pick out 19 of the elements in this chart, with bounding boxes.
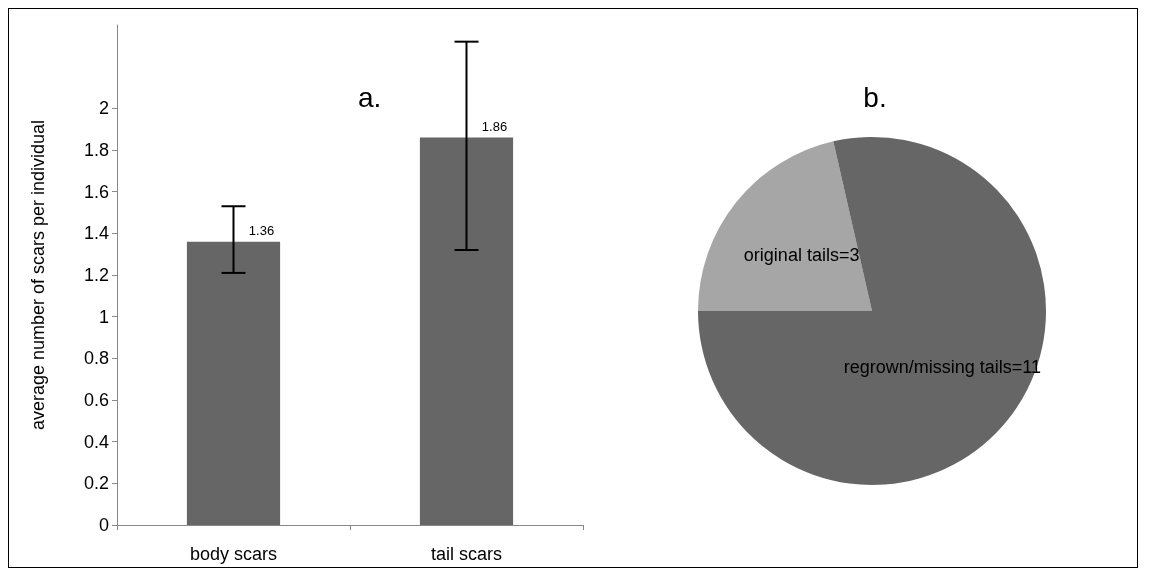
y-tick-label: 0.2 [83,473,109,494]
chart-title: b. [863,81,887,113]
data-label: 1.86 [481,118,508,134]
y-tick-label: 2 [98,98,109,119]
data-label: 1.36 [248,222,275,238]
y-tick-label: 1.4 [83,223,109,244]
y-tick-label: 1 [98,306,109,327]
y-tick-label: 0 [98,515,109,535]
slice-label: original tails=3 [743,244,860,265]
y-tick-label: 0.4 [83,431,109,452]
y-tick-label: 1.2 [83,265,109,285]
y-tick-label: 1.8 [83,140,109,160]
x-tick-label: tail scars [430,544,503,564]
y-axis-title: average number of scars per individual [28,119,48,431]
x-tick-label: body scars [189,544,278,564]
y-tick-label: 1.6 [83,181,109,202]
text: a. [358,81,382,113]
y-tick-label: 0.8 [83,348,109,369]
y-tick-label: 0.6 [83,390,109,410]
